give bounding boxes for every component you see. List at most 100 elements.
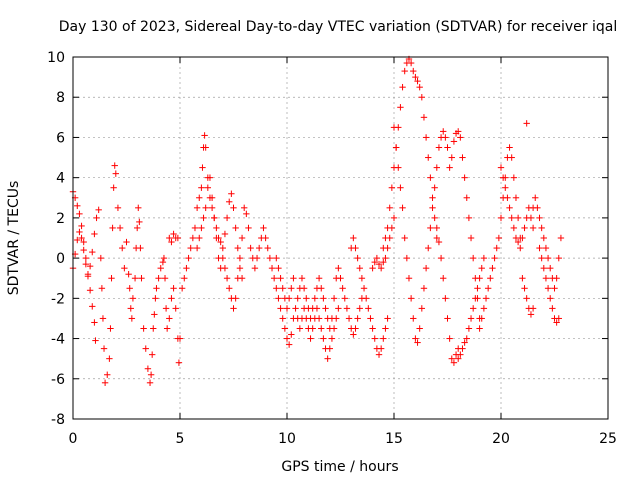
- data-point: [101, 379, 109, 386]
- data-point: [455, 128, 462, 135]
- data-point: [547, 295, 554, 302]
- data-point: [74, 236, 81, 244]
- data-point: [238, 234, 246, 242]
- data-point: [315, 275, 323, 282]
- data-point: [499, 174, 507, 181]
- data-point: [529, 305, 537, 312]
- data-point: [76, 210, 83, 218]
- data-point: [399, 204, 406, 212]
- data-point: [465, 325, 473, 332]
- data-point: [350, 234, 357, 242]
- data-point: [128, 315, 136, 322]
- data-point: [134, 224, 141, 232]
- data-point: [371, 335, 378, 342]
- data-point: [193, 204, 201, 212]
- data-point: [465, 214, 473, 222]
- data-point: [89, 303, 96, 310]
- data-point: [187, 244, 194, 252]
- data-point: [208, 194, 216, 201]
- data-point: [283, 335, 291, 342]
- data-point: [82, 254, 90, 262]
- data-point: [213, 234, 220, 242]
- data-point: [174, 234, 182, 242]
- data-point: [221, 230, 229, 238]
- data-point: [168, 238, 175, 246]
- data-point: [196, 234, 203, 242]
- data-point: [369, 264, 376, 272]
- data-point: [277, 275, 284, 282]
- data-point: [202, 144, 209, 151]
- data-point: [223, 275, 231, 282]
- data-point: [221, 264, 229, 272]
- data-point: [137, 244, 144, 252]
- data-point: [198, 224, 205, 232]
- data-point: [232, 295, 239, 302]
- x-tick-label: 15: [385, 431, 403, 447]
- data-point: [356, 264, 363, 272]
- data-point: [208, 204, 216, 212]
- data-point: [104, 371, 111, 378]
- data-point: [107, 325, 114, 332]
- data-point: [196, 194, 203, 201]
- data-point: [91, 319, 98, 326]
- data-point: [350, 331, 357, 338]
- data-point: [416, 325, 423, 332]
- data-point: [108, 275, 115, 282]
- data-point: [420, 285, 428, 292]
- data-point: [193, 244, 201, 252]
- data-point: [527, 311, 535, 318]
- data-point: [172, 305, 179, 312]
- data-point: [86, 287, 94, 294]
- data-point: [356, 305, 363, 312]
- data-point: [82, 260, 90, 268]
- data-point: [472, 295, 479, 302]
- data-point: [547, 264, 554, 272]
- data-point: [313, 305, 321, 312]
- data-point: [112, 170, 119, 177]
- data-point: [330, 295, 338, 302]
- data-point: [324, 355, 331, 362]
- data-point: [80, 238, 87, 246]
- data-point: [292, 305, 299, 312]
- data-point: [159, 258, 167, 266]
- y-axis-label: SDTVAR / TECUs: [6, 181, 22, 296]
- data-point: [166, 234, 173, 242]
- data-point: [392, 144, 400, 151]
- data-point: [401, 234, 408, 242]
- data-point: [335, 264, 342, 272]
- data-point: [93, 214, 100, 222]
- data-point: [425, 244, 432, 252]
- data-point: [405, 275, 413, 282]
- data-point: [410, 315, 417, 322]
- data-point: [199, 164, 206, 171]
- data-point: [506, 144, 513, 151]
- data-point: [97, 254, 105, 262]
- data-point: [425, 154, 432, 161]
- data-point: [170, 230, 177, 238]
- data-point: [333, 315, 340, 322]
- x-tick-label: 0: [69, 431, 78, 447]
- data-point: [354, 254, 361, 262]
- data-point: [236, 264, 244, 272]
- data-point: [519, 234, 526, 242]
- chart-title: Day 130 of 2023, Sidereal Day-to-day VTE…: [59, 19, 617, 35]
- data-point: [116, 224, 124, 232]
- data-point: [399, 83, 406, 91]
- data-point: [377, 345, 385, 352]
- data-point: [480, 254, 488, 262]
- data-point: [89, 248, 96, 256]
- data-point: [463, 335, 470, 342]
- plot-frame: [72, 56, 609, 420]
- data-point: [429, 204, 436, 212]
- data-point: [450, 359, 458, 366]
- data-point: [219, 244, 226, 252]
- data-point: [279, 285, 286, 292]
- data-point: [354, 315, 361, 322]
- data-point: [326, 345, 333, 352]
- data-point: [189, 234, 197, 242]
- data-point: [251, 264, 259, 272]
- y-tick-labels: -8 -6 -4 -2 0 2 4 6 8 10: [47, 50, 65, 428]
- data-point: [482, 295, 490, 302]
- data-point: [440, 275, 447, 282]
- data-point: [493, 244, 500, 252]
